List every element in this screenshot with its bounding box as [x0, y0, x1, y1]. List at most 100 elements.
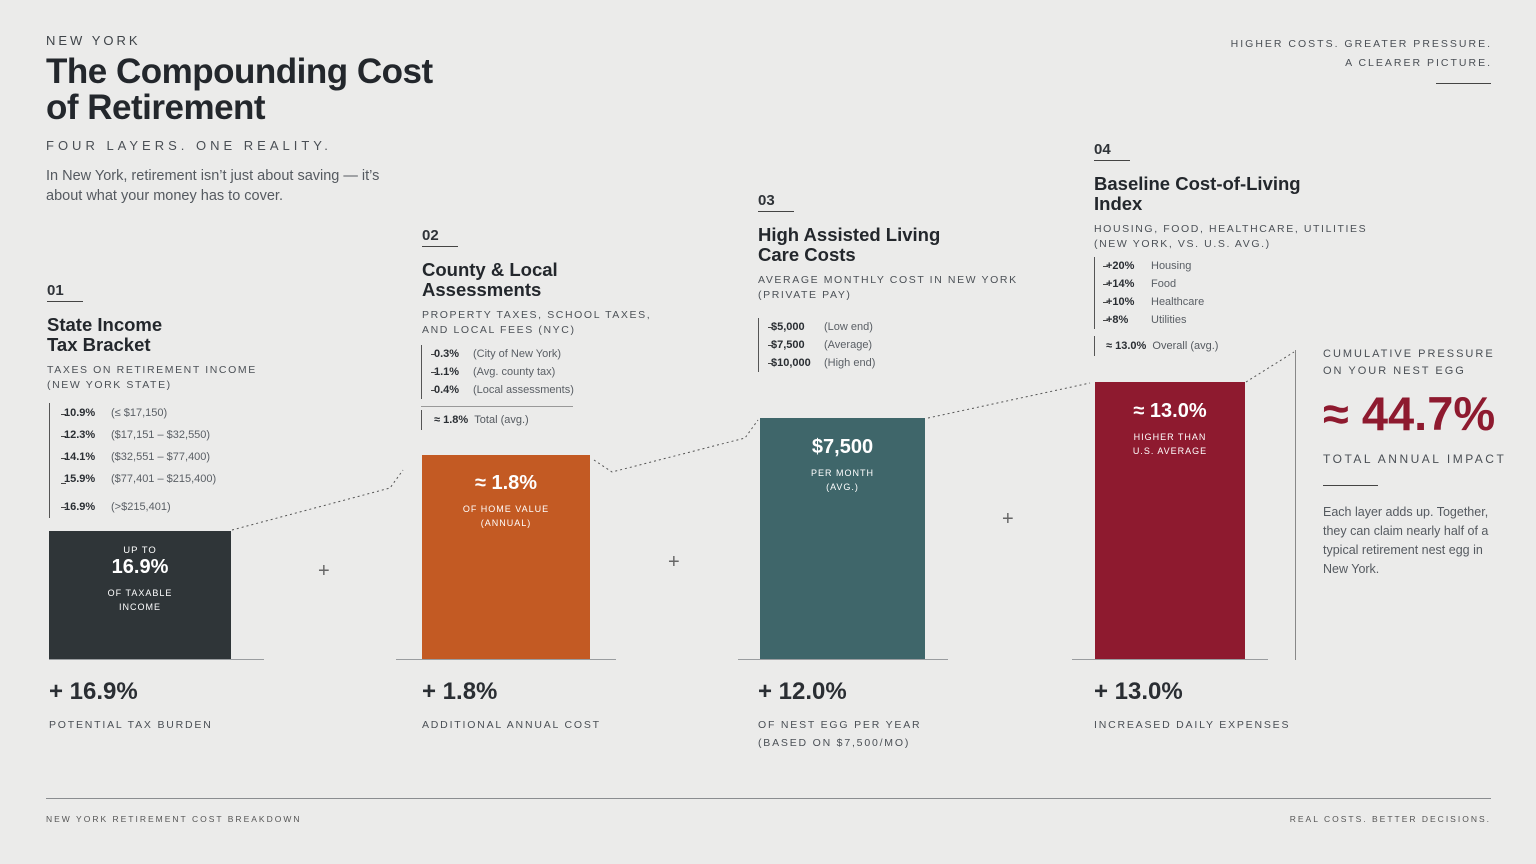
list-total: ≈ 13.0% Overall (avg.) — [1094, 336, 1218, 356]
bar-value: 16.9% — [111, 556, 169, 578]
list-item: 12.3% ($17,151 – $32,550) — [60, 425, 216, 447]
list-item: 0.3% (City of New York) — [431, 345, 574, 363]
bar-caption-line-2: INCOME — [119, 602, 161, 612]
row-value: 15.9% — [64, 473, 96, 485]
plus-sign: + — [668, 551, 680, 573]
list-item: $10,000 (High end) — [767, 354, 876, 372]
bar-caption-line-2: (AVG.) — [826, 482, 859, 492]
row-label: Housing — [1151, 260, 1192, 272]
cost-of-living-list: +20% Housing +14% Food +10% Healthcare +8% U… — [1094, 257, 1204, 329]
layer-subtitle-line-1: PROPERTY TAXES, SCHOOL TAXES, — [422, 309, 652, 321]
layer-subtitle: PROPERTY TAXES, SCHOOL TAXES, AND LOCAL … — [422, 308, 651, 338]
row-value: 16.9% — [64, 501, 96, 513]
eyebrow: NEW YORK — [46, 33, 141, 48]
page-subtitle: FOUR LAYERS. ONE REALITY. — [46, 138, 332, 153]
row-label: (Low end) — [824, 321, 873, 333]
bar-pre-label: UP TO — [123, 545, 157, 556]
bar-caption-line-1: PER MONTH — [811, 468, 874, 478]
number-rule — [422, 246, 458, 247]
baseline-4 — [1072, 659, 1268, 660]
number-rule — [47, 301, 83, 302]
list-item: $7,500 (Average) — [767, 336, 875, 354]
number-rule — [758, 211, 794, 212]
baseline-2 — [396, 659, 616, 660]
list-item: 14.1% ($32,551 – $77,400) — [60, 447, 216, 469]
layer-1-impact: + 16.9% POTENTIAL TAX BURDEN — [49, 678, 213, 734]
bar-caption: HIGHER THAN U.S. AVERAGE — [1095, 430, 1245, 458]
tagline-rule — [1436, 83, 1491, 84]
row-label: Healthcare — [1151, 296, 1205, 308]
bar-caption-line-1: OF HOME VALUE — [462, 504, 550, 514]
bar-assessments: ≈ 1.8% OF HOME VALUE (ANNUAL) — [422, 455, 590, 659]
list-item: 16.9% (>$215,401) — [60, 496, 216, 518]
row-value: 12.3% — [64, 429, 96, 441]
row-value: +10% — [1106, 296, 1135, 308]
layer-subtitle-line-2: (NEW YORK, vs. U.S. AVG.) — [1094, 238, 1271, 250]
layer-2-impact: + 1.8% ADDITIONAL ANNUAL COST — [422, 678, 601, 734]
cumulative-label: CUMULATIVE PRESSURE ON YOUR NEST EGG — [1323, 346, 1495, 380]
connector-2-3 — [593, 419, 759, 473]
row-value: 14.1% — [64, 451, 96, 463]
row-label: (Avg. county tax) — [473, 366, 556, 378]
layer-3-impact: + 12.0% OF NEST EGG PER YEAR (BASED ON $7… — [758, 678, 921, 752]
footer-right: REAL COSTS. BETTER DECISIONS. — [1289, 814, 1491, 824]
layer-subtitle: HOUSING, FOOD, HEALTHCARE, UTILITIES (NE… — [1094, 222, 1367, 252]
care-cost-list: $5,000 (Low end) $7,500 (Average) $10,000 (… — [758, 318, 875, 372]
total-value: ≈ 1.8% — [434, 414, 469, 426]
row-label: Food — [1151, 278, 1177, 290]
list-item: 10.9% (≤ $17,150) — [60, 403, 216, 425]
bar-care: $7,500 PER MONTH (AVG.) — [760, 418, 925, 659]
list-item: +10% Healthcare — [1102, 293, 1205, 311]
impact-label-line-2: (BASED ON $7,500/MO) — [758, 737, 911, 749]
row-value: 1.1% — [434, 366, 460, 378]
tagline-line-2: A CLEARER PICTURE. — [1345, 57, 1492, 69]
row-value: 0.4% — [434, 384, 460, 396]
footer-rule — [46, 798, 1491, 799]
list-item: +14% Food — [1102, 275, 1204, 293]
row-label: ($77,401 – $215,400) — [111, 473, 217, 485]
tax-bracket-list: 10.9% (≤ $17,150) 12.3% ($17,151 – $32,550… — [49, 403, 216, 518]
layer-subtitle-line-1: AVERAGE MONTHLY COST IN NEW YORK — [758, 274, 1018, 286]
total-label: Total (avg.) — [474, 414, 529, 426]
connector-1-2 — [231, 469, 404, 531]
row-value: +20% — [1106, 260, 1135, 272]
row-label: (≤ $17,150) — [111, 407, 168, 419]
list-item: 15.9% ($77,401 – $215,400) — [60, 469, 217, 496]
row-value: $10,000 — [771, 357, 811, 369]
layer-3: 03 High Assisted Living Care Costs AVERA… — [758, 192, 1018, 303]
impact-label-line-1: INCREASED DAILY EXPENSES — [1094, 719, 1291, 731]
cumulative-divider — [1295, 350, 1296, 660]
impact-label: OF NEST EGG PER YEAR (BASED ON $7,500/MO) — [758, 716, 921, 752]
layer-number: 03 — [758, 192, 775, 209]
intro-text: In New York, retirement isn’t just about… — [46, 168, 380, 204]
layer-4-impact: + 13.0% INCREASED DAILY EXPENSES — [1094, 678, 1290, 734]
row-label: Utilities — [1151, 314, 1187, 326]
impact-value: + 12.0% — [758, 678, 847, 705]
list-item: +20% Housing — [1102, 257, 1204, 275]
bar-value: ≈ 1.8% — [474, 472, 538, 494]
row-value: +14% — [1106, 278, 1135, 290]
layer-number: 04 — [1094, 141, 1111, 158]
row-label: (>$215,401) — [111, 501, 171, 513]
layer-subtitle-line-2: (PRIVATE PAY) — [758, 289, 852, 301]
layer-number: 01 — [47, 282, 64, 299]
layer-4: 04 Baseline Cost-of-Living Index HOUSING… — [1094, 141, 1367, 252]
number-rule — [1094, 160, 1130, 161]
row-label: ($32,551 – $77,400) — [111, 451, 211, 463]
impact-label: ADDITIONAL ANNUAL COST — [422, 716, 601, 734]
bar-caption-line-2: U.S. AVERAGE — [1132, 446, 1208, 456]
layer-title: County & Local Assessments — [422, 259, 558, 300]
row-value: +8% — [1106, 314, 1129, 326]
list-item: 0.4% (Local assessments) — [431, 381, 574, 399]
page-title: The Compounding Cost of Retirement — [46, 54, 446, 126]
cumulative-value: ≈ 44.7% — [1323, 387, 1496, 440]
row-label: ($17,151 – $32,550) — [111, 429, 211, 441]
row-label: (City of New York) — [473, 348, 562, 360]
bar-caption: OF TAXABLE INCOME — [49, 586, 231, 614]
row-label: (High end) — [824, 357, 876, 369]
impact-value: + 13.0% — [1094, 678, 1183, 705]
bar-value: $7,500 — [811, 436, 874, 458]
title-text: The Compounding Cost of Retirement — [46, 52, 433, 127]
cumulative-label-line-2: ON YOUR NEST EGG — [1323, 365, 1466, 377]
